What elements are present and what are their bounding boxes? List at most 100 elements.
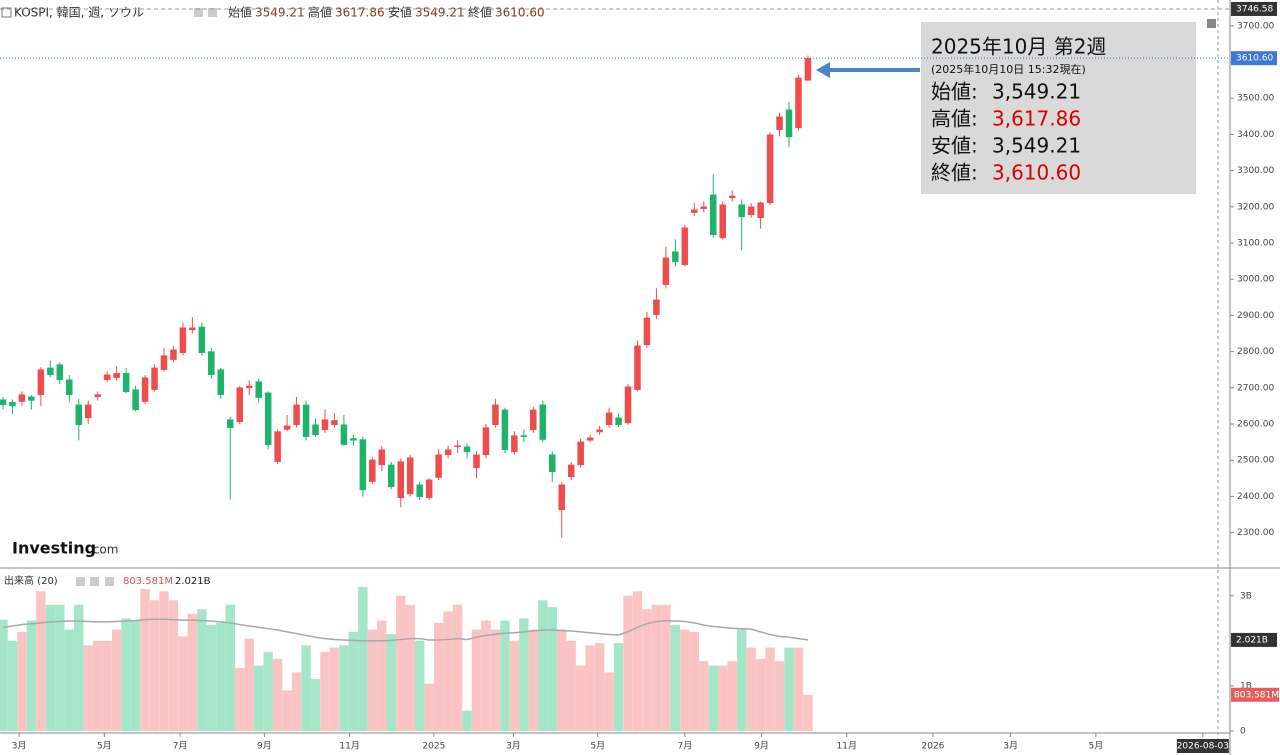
candle-body [28, 396, 35, 401]
volume-bar [575, 665, 586, 731]
volume-bar [225, 604, 235, 731]
tooltip-subtitle: (2025年10月10日 15:32現在) [931, 62, 1086, 76]
volume-bar [272, 658, 283, 731]
candle-body [728, 195, 736, 199]
volume-bar [93, 640, 103, 731]
volume-bar [689, 631, 700, 731]
candle-body [293, 404, 300, 425]
legend-label: 終値 [468, 5, 492, 20]
volume-bar [708, 665, 718, 731]
volume-bar [519, 618, 529, 731]
volume-bar [604, 672, 614, 731]
volume-bar [320, 652, 330, 731]
volume-bar [216, 622, 226, 731]
candle-body [710, 194, 717, 235]
x-tick-label: 2026 [922, 742, 945, 752]
volume-bar [424, 683, 434, 731]
volume-bar [74, 604, 84, 731]
candle-body [719, 204, 726, 239]
vol-settings-icon[interactable] [76, 577, 85, 586]
volume-bar [206, 625, 217, 731]
volume-title: 出来高 (20) [4, 574, 58, 587]
candle-body [18, 394, 26, 402]
candle-body [577, 441, 584, 466]
candle-body [56, 364, 64, 381]
collapse-icon[interactable] [1, 7, 12, 18]
volume-bar [339, 645, 349, 731]
settings-icon[interactable] [194, 8, 203, 17]
candle-body [84, 404, 92, 419]
tooltip-row-value: 3,617.86 [992, 107, 1081, 131]
tooltip-box [921, 22, 1196, 194]
volume-bar [121, 618, 131, 731]
candle-body [804, 57, 812, 81]
add-icon[interactable] [1207, 19, 1216, 28]
volume-bar [301, 645, 311, 731]
price-label-box [1231, 1, 1277, 16]
volume-bar [452, 604, 463, 731]
volume-ma-line [2, 618, 809, 642]
candle-body [795, 77, 802, 129]
y-tick-label: 1B [1240, 681, 1252, 691]
volume-bar [263, 652, 273, 731]
vol-close-icon[interactable] [105, 577, 114, 586]
tooltip-row-value: 3,610.60 [992, 161, 1081, 185]
volume-bar [358, 586, 368, 731]
candle-body [492, 404, 499, 425]
candle-body [539, 404, 547, 440]
candle-body [549, 454, 556, 473]
volume-bar [462, 710, 472, 731]
y-tick-label: 3100.00 [1237, 239, 1274, 249]
volume-bar [547, 607, 557, 731]
volume-bar [481, 620, 491, 731]
candle-body [520, 435, 528, 437]
volume-bar [17, 631, 27, 731]
volume-bar [803, 694, 813, 731]
volume-bar [367, 629, 378, 731]
x-tick-label: 3月 [12, 741, 27, 752]
volume-bar [405, 604, 415, 731]
volume-bar [585, 645, 595, 731]
volume-bar [765, 647, 775, 731]
x-tick-label: 7月 [173, 741, 188, 752]
candle-body [179, 327, 187, 353]
volume-bar [310, 679, 321, 731]
candle-body [473, 454, 480, 469]
tooltip-row-value: 3,549.21 [992, 80, 1081, 104]
candle-body [757, 202, 764, 218]
candle-body [378, 449, 386, 466]
candle-body [624, 386, 632, 424]
y-tick-label: 2900.00 [1237, 311, 1274, 321]
candle-body [66, 379, 73, 395]
price-label: 3746.58 [1236, 4, 1273, 14]
candle-body [132, 389, 139, 411]
y-tick-label: 3500.00 [1237, 94, 1274, 104]
volume-bar [613, 643, 624, 731]
volume-bar [253, 665, 264, 731]
candle-body [369, 459, 376, 482]
candle-body [255, 381, 262, 398]
candle-body [236, 387, 243, 423]
close-icon[interactable] [208, 8, 217, 17]
volume-bar [433, 622, 444, 731]
volume-bar [632, 591, 643, 731]
tooltip-row-label: 始値: [931, 80, 978, 104]
candle-body [738, 204, 745, 218]
y-tick-label: 2800.00 [1237, 347, 1274, 357]
x-tick-label: 11月 [837, 741, 857, 752]
price-label-box [1231, 51, 1277, 66]
candle-body [170, 349, 177, 360]
x-tick-label: 5月 [590, 741, 605, 752]
volume-bar [168, 600, 179, 731]
candle-body [643, 317, 651, 345]
candle-body [189, 327, 196, 331]
logo-suffix: .com [89, 543, 118, 557]
volume-bar [528, 629, 539, 731]
vol-eye-icon[interactable] [90, 577, 99, 586]
candle-body [302, 404, 310, 437]
volume-bar [718, 665, 728, 731]
candle-body [691, 209, 698, 213]
candle-body [435, 454, 442, 478]
y-tick-label: 2500.00 [1237, 456, 1274, 466]
candle-body [511, 435, 518, 453]
